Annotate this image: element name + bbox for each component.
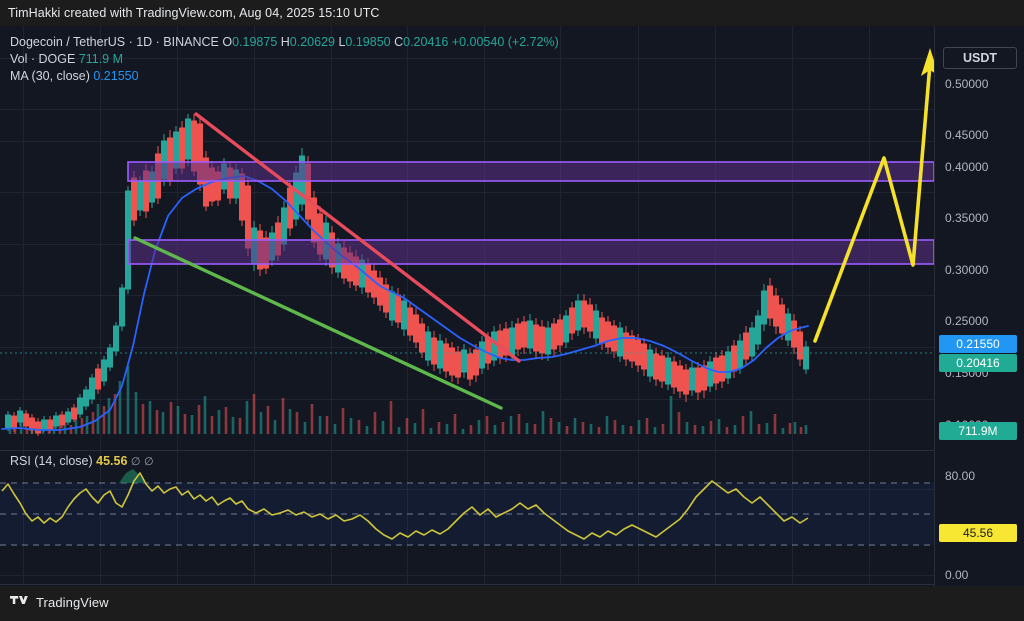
rsi-na-2: ∅ (144, 456, 154, 468)
ma-price-tag[interactable]: 0.21550 (939, 335, 1017, 353)
pane-divider[interactable] (0, 450, 934, 451)
volume-tag[interactable]: 711.9M (939, 422, 1017, 440)
rsi-value-tag[interactable]: 45.56 (939, 524, 1017, 542)
tradingview-mark-icon (10, 596, 28, 604)
price-axis[interactable]: USDT 0.50000 0.45000 0.40000 0.35000 0.3… (934, 26, 1024, 586)
rsi-na-1: ∅ (130, 456, 141, 468)
gridline-vertical (100, 451, 101, 584)
gridline-horizontal (0, 489, 934, 490)
ohlc-low-value: 0.19850 (345, 35, 391, 49)
price-change: +0.00540 (+2.72%) (451, 35, 559, 49)
legend-row-volume[interactable]: Vol · DOGE 711.9 M (10, 51, 559, 68)
currency-tag[interactable]: USDT (943, 47, 1017, 69)
rsi-peak-fill (119, 469, 146, 483)
price-tick: 0.40000 (945, 160, 989, 174)
volume-label: Vol · DOGE (10, 52, 76, 66)
chart-container[interactable]: Dogecoin / TetherUS · 1D · BINANCE O0.19… (0, 26, 1024, 613)
gridline-vertical (869, 26, 870, 450)
ohlc-close-value: 0.20416 (403, 35, 449, 49)
volume-value: 711.9 M (78, 52, 124, 66)
gridline-vertical (560, 26, 561, 450)
gridline-vertical (407, 451, 408, 584)
rsi-value: 45.56 (96, 454, 128, 468)
price-tick: 0.50000 (945, 77, 989, 91)
attribution-text: TimHakki created with TradingView.com, A… (8, 6, 380, 20)
gridline-horizontal (0, 109, 934, 110)
ohlc-open-value: 0.19875 (232, 35, 278, 49)
price-tick: 0.35000 (945, 211, 989, 225)
ohlc-high-value: 0.20629 (289, 35, 335, 49)
last-price-tag[interactable]: 0.20416 (939, 354, 1017, 372)
rsi-line (1, 472, 809, 540)
ohlc-open-key: O (222, 35, 233, 49)
rsi-legend[interactable]: RSI (14, close) 45.56 ∅ ∅ (10, 454, 154, 468)
resistance-zone-upper[interactable] (127, 161, 934, 182)
legend-row-ma[interactable]: MA (30, close) 0.21550 (10, 68, 559, 85)
price-tick: 0.25000 (945, 314, 989, 328)
rsi-tick: 0.00 (945, 568, 969, 582)
gridline-vertical (715, 26, 716, 450)
gridline-vertical (792, 26, 793, 450)
tradingview-logo[interactable]: TradingView (10, 595, 109, 610)
gridline-horizontal (0, 295, 934, 296)
gridline-vertical (407, 26, 408, 450)
footer: TradingView (0, 586, 1024, 621)
gridline-horizontal (0, 399, 934, 400)
gridline-vertical (23, 451, 24, 584)
gridline-vertical (560, 451, 561, 584)
price-series-overlay (0, 48, 934, 436)
ma-label: MA (30, close) (10, 69, 90, 83)
ohlc-low-key: L (338, 35, 346, 49)
gridline-vertical (638, 451, 639, 584)
gridline-vertical (484, 451, 485, 584)
gridline-horizontal (0, 58, 934, 59)
rsi-tick: 80.00 (945, 469, 976, 483)
tradingview-logo-text: TradingView (36, 595, 109, 610)
gridline-horizontal (0, 192, 934, 193)
gridline-vertical (484, 26, 485, 450)
ma-value: 0.21550 (93, 69, 139, 83)
gridline-vertical (869, 451, 870, 584)
gridline-vertical (23, 26, 24, 450)
symbol-title: Dogecoin / TetherUS · 1D · BINANCE (10, 35, 219, 49)
legend-row-symbol[interactable]: Dogecoin / TetherUS · 1D · BINANCE O0.19… (10, 34, 559, 51)
resistance-zone-lower[interactable] (127, 239, 934, 265)
gridline-vertical (715, 451, 716, 584)
descending-resistance-trendline[interactable] (194, 112, 521, 363)
rsi-label: RSI (14, close) (10, 454, 93, 468)
price-tick: 0.30000 (945, 263, 989, 277)
rsi-pane[interactable]: RSI (14, close) 45.56 ∅ ∅ (0, 451, 934, 584)
gridline-vertical (177, 26, 178, 450)
price-pane[interactable]: Dogecoin / TetherUS · 1D · BINANCE O0.19… (0, 26, 934, 450)
ohlc-close-key: C (394, 35, 404, 49)
gridline-vertical (100, 26, 101, 450)
gridline-horizontal (0, 141, 934, 142)
descending-support-trendline[interactable] (133, 236, 503, 410)
chart-legend: Dogecoin / TetherUS · 1D · BINANCE O0.19… (10, 34, 559, 85)
gridline-horizontal (0, 575, 934, 576)
gridline-vertical (177, 451, 178, 584)
bullish-projection-arrow[interactable] (813, 48, 934, 343)
candlestick-series (5, 114, 809, 436)
ohlc-high-key: H (280, 35, 290, 49)
gridline-horizontal (0, 347, 934, 348)
gridline-vertical (254, 451, 255, 584)
rsi-series-overlay (0, 469, 934, 546)
gridline-vertical (638, 26, 639, 450)
price-tick: 0.45000 (945, 128, 989, 142)
